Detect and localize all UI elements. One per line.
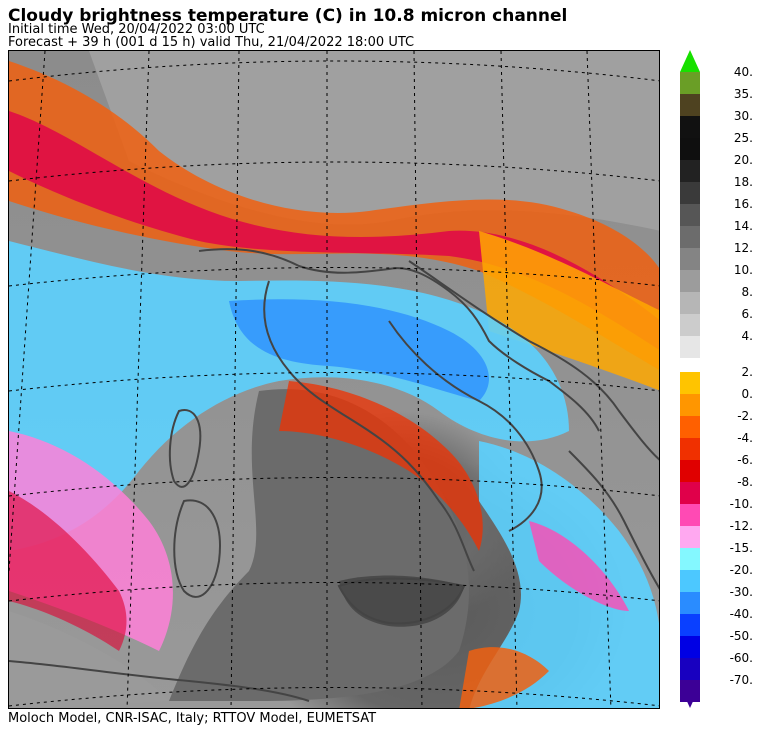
- parallel: [9, 267, 659, 287]
- coastline-alps: [198, 248, 600, 432]
- coastline-corsica: [168, 409, 202, 488]
- clear-sky-north: [89, 51, 659, 231]
- satellite-map: [8, 50, 660, 709]
- colorbar-label: -6.: [737, 453, 753, 467]
- initial-time: Initial time Wed, 20/04/2022 03:00 UTC: [8, 22, 265, 37]
- colorbar-cell: [680, 116, 700, 138]
- colorbar-top-arrow: [680, 50, 700, 72]
- colorbar-cell: [680, 160, 700, 182]
- colorbar-label: -15.: [729, 541, 753, 555]
- colorbar-cell: [680, 658, 700, 680]
- colorbar-label: -40.: [729, 607, 753, 621]
- cloud-band-north: [9, 61, 659, 370]
- cloud-band-east: [479, 231, 659, 391]
- colorbar-label: -20.: [729, 563, 753, 577]
- map-canvas: [9, 51, 659, 708]
- colorbar-cell: [680, 372, 700, 394]
- coastline-balkans: [568, 450, 659, 590]
- colorbar-cell: [680, 138, 700, 160]
- colorbar-cell: [680, 636, 700, 658]
- cold-cloud-southeast-rim: [459, 647, 549, 708]
- cloud-rim-west: [9, 491, 127, 651]
- coastline-sicily: [337, 577, 466, 625]
- coastline-north-africa: [9, 660, 310, 702]
- colorbar-cell: [680, 438, 700, 460]
- colorbar-cell: [680, 94, 700, 116]
- colorbar-cell: [680, 592, 700, 614]
- colorbar-label: 10.: [733, 263, 753, 277]
- cold-cloud-deep: [229, 299, 489, 401]
- colorbar-cell: [680, 504, 700, 526]
- colorbar-cell: [680, 526, 700, 548]
- colorbar-cell: [680, 614, 700, 636]
- colorbar-cell: [680, 416, 700, 438]
- meridian: [9, 51, 46, 572]
- colorbar-label: -2.: [737, 409, 753, 423]
- parallel: [9, 477, 659, 497]
- lat-lon-grid: [9, 51, 659, 708]
- colorbar-cell: [680, 460, 700, 482]
- colorbar-label: -70.: [729, 673, 753, 687]
- parallel: [9, 687, 659, 707]
- colorbar-label: 0.: [741, 387, 753, 401]
- colorbar-cell: [680, 270, 700, 292]
- colorbar-label: 25.: [733, 131, 753, 145]
- meridian: [126, 51, 150, 708]
- colorbar-label: 35.: [733, 87, 753, 101]
- colorbar-label: 4.: [741, 329, 753, 343]
- parallel: [9, 161, 659, 182]
- footer-credits: Moloch Model, CNR-ISAC, Italy; RTTOV Mod…: [8, 711, 377, 726]
- colorbar-cell: [680, 314, 700, 336]
- colorbar-cell: [680, 182, 700, 204]
- colorbar-cell: [680, 570, 700, 592]
- colorbar-cell: [680, 680, 700, 702]
- colorbar-cell: [680, 248, 700, 270]
- parallel: [9, 60, 659, 82]
- coastline-sardinia: [173, 499, 221, 598]
- colorbar-label: 14.: [733, 219, 753, 233]
- colorbar-label: -4.: [737, 431, 753, 445]
- cloud-rim-south: [279, 381, 483, 551]
- forecast-valid-time: Forecast + 39 h (001 d 15 h) valid Thu, …: [8, 35, 415, 50]
- colorbar-label: -60.: [729, 651, 753, 665]
- colorbar-cell: [680, 482, 700, 504]
- colorbar-label: -12.: [729, 519, 753, 533]
- parallel: [9, 582, 659, 602]
- colorbar-cell: [680, 548, 700, 570]
- colorbar-label: 20.: [733, 153, 753, 167]
- parallel: [9, 372, 659, 392]
- map-title: Cloudy brightness temperature (C) in 10.…: [8, 6, 568, 26]
- cold-cloud-core: [9, 241, 569, 551]
- meridian: [586, 51, 612, 708]
- colorbar-cell: [680, 292, 700, 314]
- colorbar-label: -50.: [729, 629, 753, 643]
- meridian: [230, 51, 240, 708]
- colorbar-cell: [680, 204, 700, 226]
- colorbar-label: 2.: [741, 365, 753, 379]
- coastline-italy-west: [263, 280, 475, 572]
- clear-sky-southwest: [9, 611, 169, 708]
- colorbar-cell: [680, 394, 700, 416]
- colorbar-label: 12.: [733, 241, 753, 255]
- colorbar-label: 16.: [733, 197, 753, 211]
- colorbar-cell: [680, 336, 700, 358]
- colorbar-label: 18.: [733, 175, 753, 189]
- colorbar-label: 8.: [741, 285, 753, 299]
- meridian: [500, 51, 518, 708]
- clear-sky-land-sicily: [339, 575, 464, 627]
- colorbar: 40. 35. 30. 25. 20. 18. 16. 14. 12. 10. 8. 6. 4. 2. 0.…: [677, 46, 757, 716]
- colorbar-label: 40.: [733, 65, 753, 79]
- coastline-adriatic-east: [408, 260, 659, 461]
- colorbar-label: -8.: [737, 475, 753, 489]
- colorbar-label: 6.: [741, 307, 753, 321]
- cold-cloud-southeast-pink: [529, 521, 629, 611]
- colorbar-label: 30.: [733, 109, 753, 123]
- colorbar-cell: [680, 226, 700, 248]
- colorbar-cell: [680, 72, 700, 94]
- meridian: [413, 51, 423, 708]
- colorbar-label: -10.: [729, 497, 753, 511]
- colorbar-label: -30.: [729, 585, 753, 599]
